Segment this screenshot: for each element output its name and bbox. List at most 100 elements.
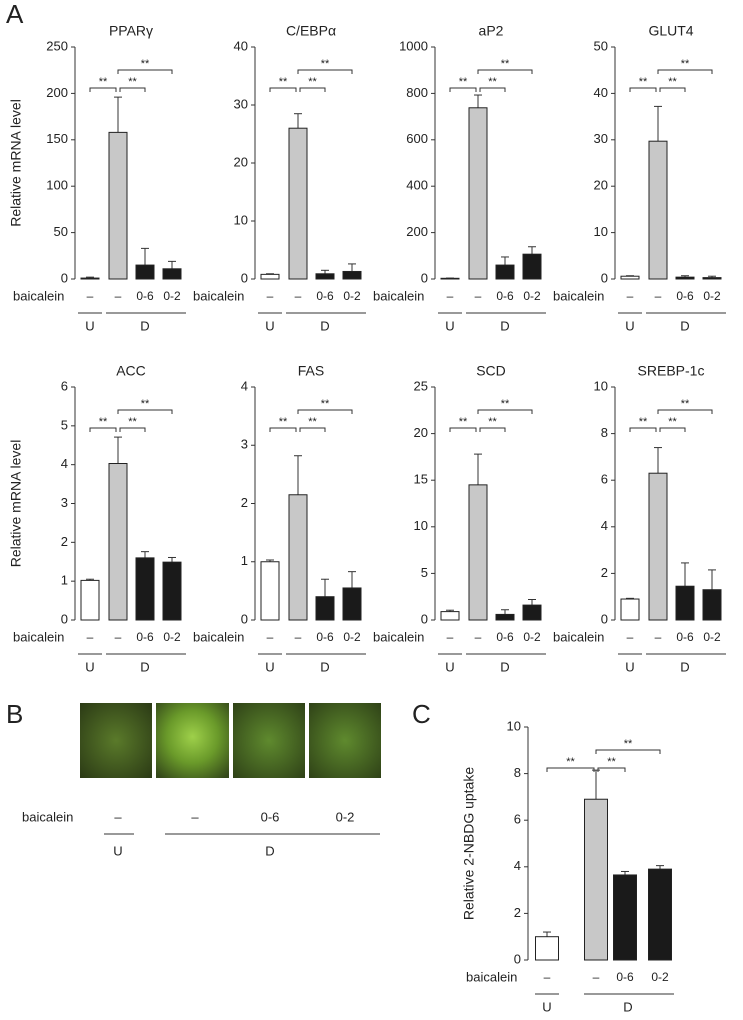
category-label: – [627,630,634,644]
group-label: D [140,659,149,674]
y-tick-label: 2 [241,495,248,510]
significance-label: ** [501,58,510,70]
significance-bracket [299,427,326,432]
y-tick-label: 0 [514,951,521,966]
y-tick-label: 30 [234,96,248,111]
significance-label: ** [321,58,330,70]
significance-label: ** [141,398,150,410]
category-label: 0-6 [616,970,634,984]
group-label: U [445,659,454,674]
category-label: – [191,809,199,824]
significance-label: ** [99,76,108,88]
y-tick-label: 4 [241,378,248,393]
y-tick-label: 150 [46,131,68,146]
group-label: U [85,659,94,674]
y-tick-label: 1 [241,553,248,568]
y-tick-label: 8 [601,425,608,440]
y-tick-label: 15 [414,472,428,487]
category-label: 0-6 [316,289,334,303]
y-tick-label: 6 [61,378,68,393]
group-label: U [265,318,274,333]
category-label: – [115,289,122,303]
significance-bracket [657,409,713,414]
significance-bracket [659,87,686,92]
significance-bracket [269,427,297,432]
group-label: D [320,318,329,333]
significance-label: ** [459,416,468,428]
y-tick-label: 5 [61,417,68,432]
category-label: – [267,289,274,303]
category-label: – [295,630,302,644]
y-tick-label: 20 [234,154,248,169]
category-label: 0-2 [703,630,721,644]
category-label: – [627,289,634,303]
category-label: – [114,809,122,824]
y-tick-label: 20 [594,178,608,193]
group-label: U [625,318,634,333]
micrograph [309,703,381,778]
significance-label: ** [488,76,497,88]
y-tick-label: 0 [61,611,68,626]
group-label: U [445,318,454,333]
y-tick-label: 50 [54,224,68,239]
bar [342,587,362,621]
y-tick-label: 800 [406,85,428,100]
category-label: – [295,289,302,303]
y-tick-label: 10 [594,378,608,393]
panel-label: C [412,699,431,729]
y-tick-label: 50 [594,38,608,53]
category-label: 0-2 [343,630,361,644]
category-label: – [447,630,454,644]
bar [80,579,100,621]
significance-label: ** [321,398,330,410]
category-label: – [87,289,94,303]
y-tick-label: 4 [61,456,68,471]
significance-label: ** [639,76,648,88]
category-label: 0-6 [261,809,280,824]
bar [613,874,637,961]
category-label: – [115,630,122,644]
y-tick-label: 3 [241,437,248,452]
treatment-label: baicalein [193,629,244,644]
treatment-label: baicalein [466,969,517,984]
significance-label: ** [128,76,137,88]
significance-label: ** [141,58,150,70]
group-label: U [113,843,122,858]
category-label: – [544,970,551,984]
chart-title: FAS [298,363,324,379]
y-tick-label: 600 [406,131,428,146]
significance-bracket [297,409,353,414]
y-tick-label: 0 [601,611,608,626]
category-label: – [475,289,482,303]
y-tick-label: 25 [414,378,428,393]
bar [342,270,362,280]
y-axis-label: Relative mRNA level [8,99,24,227]
category-label: 0-2 [523,630,541,644]
bar [440,611,460,621]
bar [260,273,280,280]
category-label: – [87,630,94,644]
category-label: 0-2 [651,970,669,984]
bar [675,276,695,280]
bar [288,127,308,280]
bar [620,275,640,280]
significance-bracket [629,87,657,92]
significance-label: ** [624,738,633,750]
y-tick-label: 400 [406,178,428,193]
significance-bracket [477,69,533,74]
significance-bracket [269,87,297,92]
bar [260,561,280,621]
significance-label: ** [681,398,690,410]
panel-label: B [6,699,23,729]
chart-title: ACC [116,363,146,379]
significance-bracket [117,69,173,74]
chart-title: SCD [476,363,506,379]
y-tick-label: 10 [234,212,248,227]
bar [535,936,559,961]
significance-label: ** [668,76,677,88]
group-label: U [625,659,634,674]
significance-label: ** [279,416,288,428]
category-label: 0-6 [316,630,334,644]
treatment-label: baicalein [373,629,424,644]
